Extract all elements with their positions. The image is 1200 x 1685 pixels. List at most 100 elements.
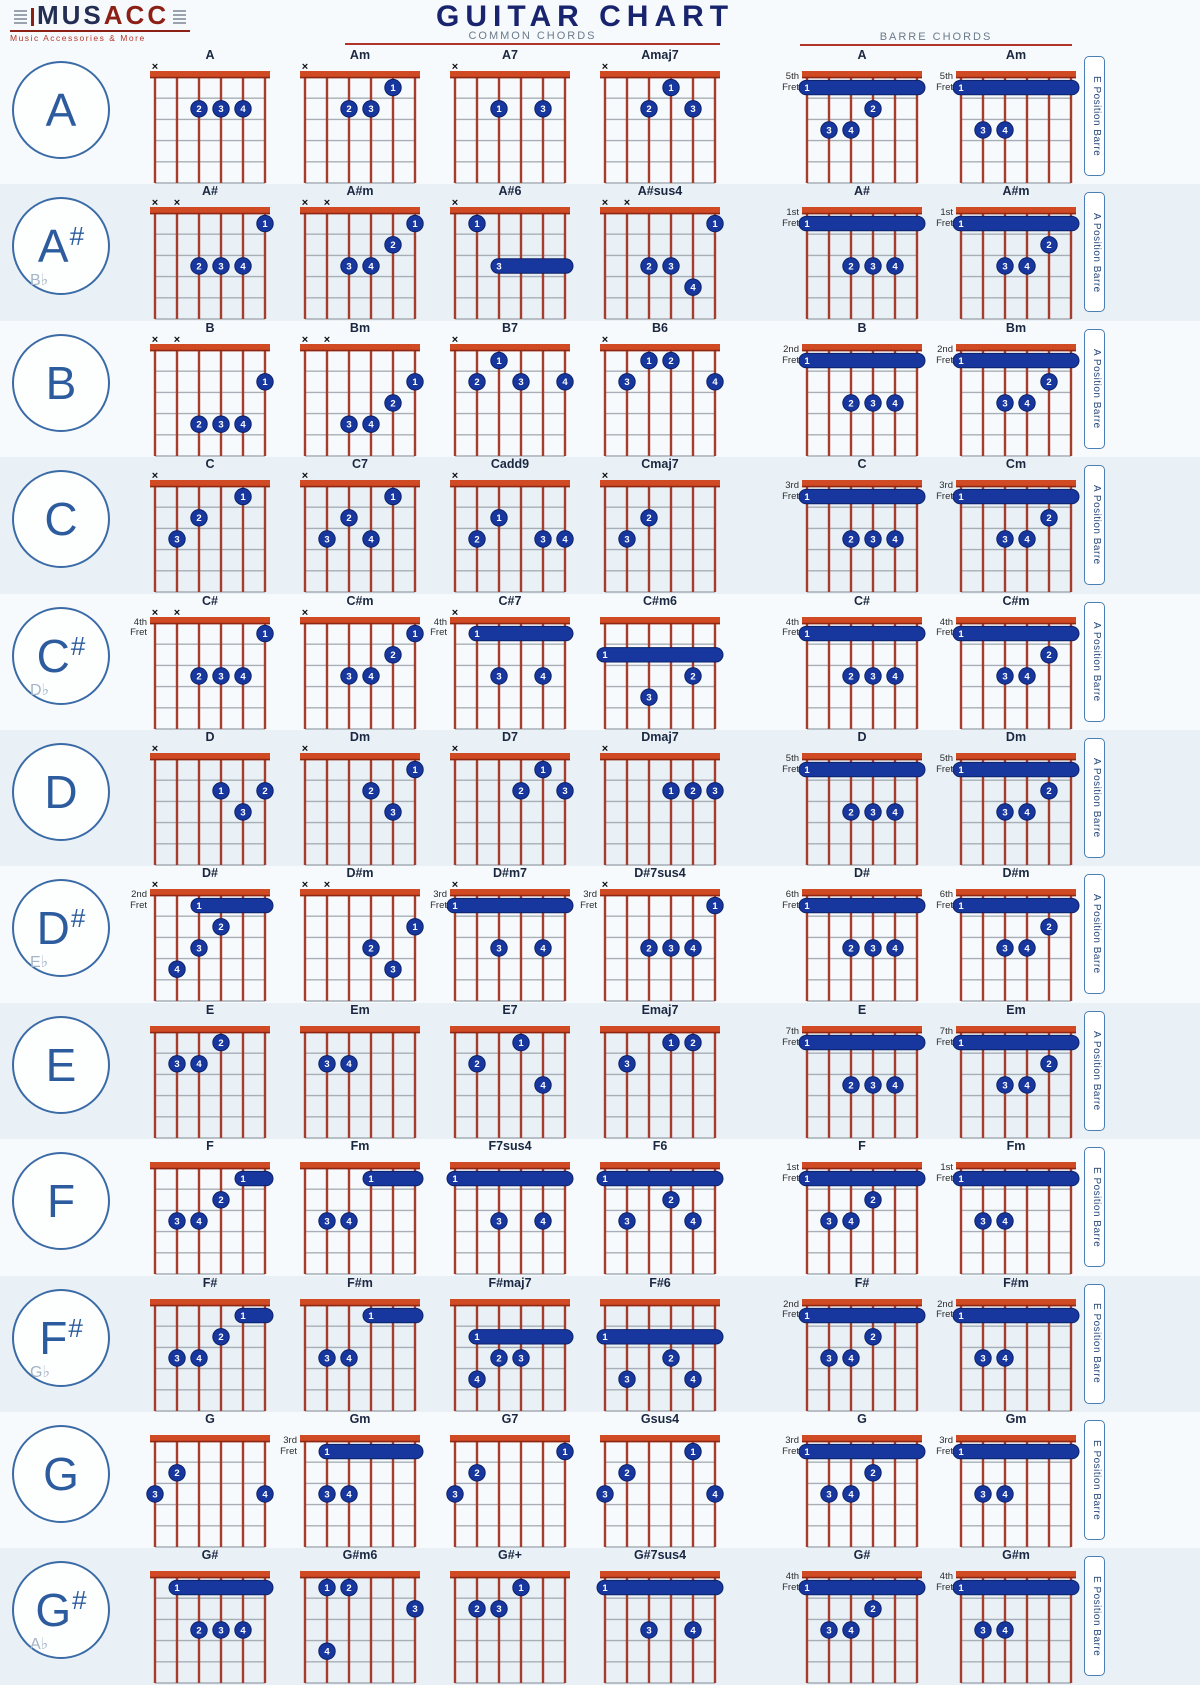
chord-diagram-G: G 2 3 4 bbox=[146, 1412, 274, 1548]
fret-label-gutter bbox=[120, 1139, 150, 1259]
position-tab: E Position Barre bbox=[1084, 1556, 1105, 1677]
position-tab: A Position Barre bbox=[1084, 328, 1105, 449]
chord-cell-B6: B6 × 1 2 3 4 bbox=[570, 321, 724, 457]
finger-number: 1 bbox=[262, 377, 268, 388]
fret-number: 4th bbox=[939, 616, 953, 628]
fret-label-gutter bbox=[120, 321, 150, 441]
finger-number: 4 bbox=[848, 1353, 854, 1364]
fretboard: × 2 3 4 bbox=[150, 61, 270, 184]
nut bbox=[956, 71, 1076, 77]
fret-label-gutter: 1st Fret bbox=[922, 1139, 956, 1259]
finger-number: 1 bbox=[518, 1038, 524, 1049]
fretboard: 1 3 4 bbox=[300, 1298, 424, 1412]
barre-chords-group: 4th Fret G# 1 2 3 4 4th Fret G#m 1 3 4 bbox=[768, 1548, 1080, 1684]
barre-bar bbox=[596, 646, 724, 663]
finger-number: 4 bbox=[540, 1080, 546, 1091]
finger-number: 3 bbox=[152, 1489, 157, 1500]
finger-dot bbox=[1040, 782, 1058, 800]
finger-number: 1 bbox=[262, 219, 268, 230]
chord-diagram-D#m: D#m × × 1 2 3 bbox=[300, 866, 424, 1003]
finger-number: 1 bbox=[712, 219, 718, 230]
finger-number: 2 bbox=[346, 1583, 351, 1594]
note-circle-A#: A # B♭ bbox=[12, 197, 110, 296]
fret-label-gutter bbox=[120, 1003, 150, 1123]
finger-number: 4 bbox=[196, 1216, 202, 1227]
finger-number: 4 bbox=[1002, 125, 1008, 136]
finger-dot bbox=[640, 257, 658, 276]
finger-number: 4 bbox=[346, 1216, 352, 1227]
finger-dot bbox=[190, 1621, 208, 1639]
position-tab: A Position Barre bbox=[1084, 192, 1105, 313]
barre-finger-number: 1 bbox=[958, 1174, 964, 1185]
finger-number: 2 bbox=[668, 1195, 673, 1206]
finger-number: 4 bbox=[540, 671, 546, 682]
barre-finger-number: 1 bbox=[240, 1310, 246, 1321]
finger-number: 3 bbox=[218, 262, 223, 273]
finger-dot bbox=[886, 257, 904, 276]
finger-number: 2 bbox=[848, 671, 853, 682]
finger-number: 3 bbox=[412, 1604, 417, 1615]
note-circle-B: B bbox=[12, 333, 110, 432]
muted-x: × bbox=[302, 61, 308, 73]
muted-x: × bbox=[452, 470, 458, 482]
finger-dot bbox=[684, 100, 702, 118]
barre-finger-number: 1 bbox=[452, 1174, 458, 1185]
finger-dot bbox=[842, 1212, 860, 1230]
finger-dot bbox=[556, 372, 574, 391]
finger-number: 1 bbox=[518, 1583, 524, 1594]
nut bbox=[450, 616, 570, 623]
muted-x: × bbox=[302, 607, 308, 619]
position-tab-wrap: E Position Barre bbox=[1084, 48, 1105, 176]
chord-diagram-F#6: F#6 1 2 3 4 bbox=[596, 1276, 724, 1412]
note-letter: G bbox=[35, 1584, 72, 1637]
chord-diagram-G: G 1 2 3 4 bbox=[798, 1412, 926, 1548]
barre-finger-number: 1 bbox=[602, 1332, 608, 1343]
muted-x: × bbox=[624, 197, 630, 209]
chord-name: C bbox=[857, 457, 867, 472]
chord-cell-Am: 5th Fret Am 1 3 4 bbox=[922, 48, 1080, 184]
chord-diagram-Gsus4: Gsus4 1 2 3 4 bbox=[596, 1412, 724, 1548]
barre-chords-group: 5th Fret A 1 2 3 4 5th Fret Am 1 3 4 bbox=[768, 48, 1080, 184]
finger-number: 3 bbox=[870, 262, 875, 273]
nut bbox=[150, 1434, 270, 1441]
finger-number: 2 bbox=[646, 513, 651, 524]
fret-word: Fret bbox=[936, 81, 953, 93]
chord-diagram-F#m: F#m 1 3 4 bbox=[952, 1276, 1080, 1412]
fretboard: 1 2 3 4 bbox=[450, 1298, 574, 1412]
fret-label-gutter bbox=[270, 184, 300, 304]
finger-number: 4 bbox=[1024, 944, 1030, 955]
chord-name: D# bbox=[202, 866, 218, 881]
chord-diagram-Em: Em 3 4 bbox=[300, 1003, 420, 1139]
barre-finger-number: 1 bbox=[602, 1174, 608, 1185]
barre-bar bbox=[168, 1580, 274, 1596]
fret-label-gutter bbox=[420, 1548, 450, 1668]
finger-dot bbox=[974, 1621, 992, 1639]
fret-position-label: 3rd Fret bbox=[936, 480, 953, 503]
finger-number: 4 bbox=[368, 419, 374, 430]
finger-number: 2 bbox=[690, 1038, 695, 1049]
finger-number: 3 bbox=[1002, 398, 1007, 409]
finger-dot bbox=[996, 1212, 1014, 1230]
chord-diagram-F7sus4: F7sus4 1 3 4 bbox=[446, 1139, 574, 1275]
chord-name: Cm bbox=[1005, 457, 1027, 472]
nut bbox=[956, 616, 1076, 623]
finger-number: 2 bbox=[218, 922, 223, 933]
chord-diagram-Cadd9: Cadd9 × 1 2 3 4 bbox=[450, 457, 574, 593]
finger-dot bbox=[512, 372, 530, 391]
chord-cell-Gsus4: Gsus4 1 2 3 4 bbox=[570, 1412, 724, 1548]
fret-position-label: 4th Fret bbox=[936, 616, 953, 640]
finger-dot bbox=[886, 1076, 904, 1094]
chord-name: C#m bbox=[346, 593, 374, 608]
chord-diagram-Gm: Gm 1 3 4 bbox=[300, 1412, 424, 1548]
fretboard: × 1 2 3 bbox=[450, 743, 574, 866]
finger-dot bbox=[534, 530, 552, 548]
finger-number: 3 bbox=[624, 534, 629, 545]
chord-name: G#+ bbox=[498, 1548, 522, 1563]
note-letter: C bbox=[44, 493, 78, 546]
chord-row-B: B B × × 1 2 3 4 Bm × × 1 2 3 4 B7 × 1 2 3 4 B6 × 1 2 3 4 2nd Fret B 1 2… bbox=[0, 320, 1200, 458]
barre-finger-number: 1 bbox=[804, 1310, 810, 1321]
finger-dot bbox=[362, 100, 380, 118]
finger-dot bbox=[256, 782, 274, 800]
chord-diagram-Dmaj7: Dmaj7 × 1 2 3 bbox=[600, 730, 724, 866]
chord-diagram-F#m: F#m 1 3 4 bbox=[300, 1276, 424, 1412]
